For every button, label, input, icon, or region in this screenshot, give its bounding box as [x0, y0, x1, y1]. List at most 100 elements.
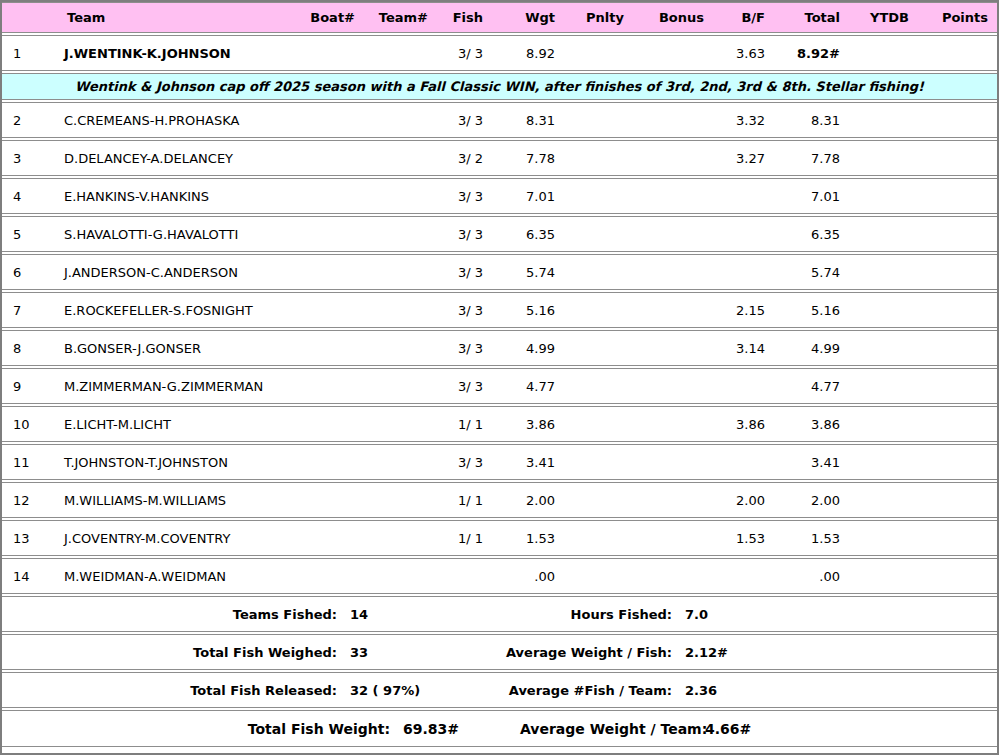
bf-cell: 3.27 [704, 151, 765, 166]
fish-cell: 3/ 3 [428, 227, 483, 242]
rank-cell: 7 [2, 303, 32, 318]
total-cell: 3.41 [765, 455, 840, 470]
wgt-cell: 2.00 [483, 493, 555, 508]
wgt-cell: .00 [483, 569, 555, 584]
bf-cell: 1.53 [704, 531, 765, 546]
total-cell: 7.01 [765, 189, 840, 204]
summary-label-label2-row4: Average Weight / Team: [520, 721, 692, 737]
bf-cell: 3.63 [704, 46, 765, 61]
team-cell: J.ANDERSON-C.ANDERSON [32, 265, 295, 280]
rank-cell: 2 [2, 113, 32, 128]
pnlty-column-header: Pnlty [555, 10, 624, 25]
team-row-5: 5S.HAVALOTTI-G.HAVALOTTI3/ 36.356.35 [2, 216, 997, 252]
summary-label-label1-row3: Total Fish Released: [2, 683, 337, 698]
team-row-1: 1J.WENTINK-K.JOHNSON3/ 38.923.638.92# [2, 35, 997, 71]
wgt-cell: 8.31 [483, 113, 555, 128]
fish-cell: 3/ 3 [428, 379, 483, 394]
summary-value-value2-row3: 2.36 [672, 683, 717, 698]
fish-cell: 3/ 3 [428, 189, 483, 204]
fish-cell: 3/ 3 [428, 455, 483, 470]
fish-cell: 1/ 1 [428, 493, 483, 508]
team-row-9: 9M.ZIMMERMAN-G.ZIMMERMAN3/ 34.774.77 [2, 368, 997, 404]
fish-column-header: Fish [428, 10, 483, 25]
fish-cell: 1/ 1 [428, 531, 483, 546]
wgt-cell: 7.01 [483, 189, 555, 204]
wgt-cell: 5.16 [483, 303, 555, 318]
summary-value-value1-row3: 32 ( 97%) [337, 683, 487, 698]
bf-column-header: B/F [704, 10, 765, 25]
team-cell: E.HANKINS-V.HANKINS [32, 189, 295, 204]
bf-cell: 3.32 [704, 113, 765, 128]
wgt-cell: 3.41 [483, 455, 555, 470]
summary-row-2: Total Fish Weighed:33Average Weight / Fi… [2, 634, 997, 670]
team-row-14: 14M.WEIDMAN-A.WEIDMAN .00 .00 [2, 558, 997, 594]
fish-cell: 1/ 1 [428, 417, 483, 432]
teamno-column-header: Team# [355, 10, 428, 25]
team-row-6: 6J.ANDERSON-C.ANDERSON3/ 35.745.74 [2, 254, 997, 290]
rank-cell: 12 [2, 493, 32, 508]
wgt-column-header: Wgt [483, 10, 555, 25]
bf-cell: 2.00 [704, 493, 765, 508]
fish-cell: 3/ 3 [428, 113, 483, 128]
team-cell: J.WENTINK-K.JOHNSON [32, 46, 295, 61]
total-cell: 4.99 [765, 341, 840, 356]
rank-cell: 8 [2, 341, 32, 356]
summary-value-value1-row4: 69.83# [390, 721, 520, 737]
rank-cell: 9 [2, 379, 32, 394]
total-cell: .00 [765, 569, 840, 584]
rank-cell: 13 [2, 531, 32, 546]
total-cell: 8.92# [765, 46, 840, 61]
summary-label-label2-row3: Average #Fish / Team: [487, 683, 672, 698]
summary-value-value2-row4: 4.66# [692, 721, 751, 737]
summary-label-label2-row1: Hours Fished: [487, 607, 672, 622]
team-row-11: 11T.JOHNSTON-T.JOHNSTON3/ 33.413.41 [2, 444, 997, 480]
rank-cell: 5 [2, 227, 32, 242]
summary-value-value1-row1: 14 [337, 607, 487, 622]
rank-cell: 6 [2, 265, 32, 280]
team-cell: D.DELANCEY-A.DELANCEY [32, 151, 295, 166]
team-cell: J.COVENTRY-M.COVENTRY [32, 531, 295, 546]
rank-cell: 1 [2, 46, 32, 61]
team-cell: M.WEIDMAN-A.WEIDMAN [32, 569, 295, 584]
summary-value-value1-row2: 33 [337, 645, 487, 660]
points-column-header: Points [909, 10, 988, 25]
team-row-3: 3D.DELANCEY-A.DELANCEY3/ 27.783.277.78 [2, 140, 997, 176]
results-board: TeamBoat#Team#FishWgtPnltyBonusB/FTotalY… [0, 0, 999, 755]
fish-cell: 3/ 3 [428, 265, 483, 280]
rank-cell: 3 [2, 151, 32, 166]
bf-cell: 2.15 [704, 303, 765, 318]
summary-section: Teams Fished:14Hours Fished:7.0 Total Fis… [2, 596, 997, 747]
total-cell: 2.00 [765, 493, 840, 508]
summary-value-value2-row1: 7.0 [672, 607, 708, 622]
fish-cell: 3/ 2 [428, 151, 483, 166]
wgt-cell: 5.74 [483, 265, 555, 280]
total-cell: 7.78 [765, 151, 840, 166]
team-row-12: 12M.WILLIAMS-M.WILLIAMS1/ 12.002.002.00 [2, 482, 997, 518]
summary-row-4: Total Fish Weight:69.83#Average Weight /… [2, 710, 997, 747]
summary-label-label2-row2: Average Weight / Fish: [487, 645, 672, 660]
fish-cell: 3/ 3 [428, 341, 483, 356]
wgt-cell: 3.86 [483, 417, 555, 432]
team-cell: M.WILLIAMS-M.WILLIAMS [32, 493, 295, 508]
rank-cell: 4 [2, 189, 32, 204]
total-cell: 5.74 [765, 265, 840, 280]
results-table: TeamBoat#Team#FishWgtPnltyBonusB/FTotalY… [2, 2, 997, 594]
team-cell: S.HAVALOTTI-G.HAVALOTTI [32, 227, 295, 242]
total-cell: 5.16 [765, 303, 840, 318]
total-cell: 3.86 [765, 417, 840, 432]
team-row-2: 2C.CREMEANS-H.PROHASKA3/ 38.313.328.31 [2, 102, 997, 138]
bf-cell: 3.14 [704, 341, 765, 356]
fish-cell: 3/ 3 [428, 46, 483, 61]
ytdb-column-header: YTDB [840, 10, 909, 25]
boat-column-header: Boat# [295, 10, 355, 25]
team-cell: C.CREMEANS-H.PROHASKA [32, 113, 295, 128]
wgt-cell: 7.78 [483, 151, 555, 166]
wgt-cell: 6.35 [483, 227, 555, 242]
rank-cell: 11 [2, 455, 32, 470]
summary-label-label1-row1: Teams Fished: [2, 607, 337, 622]
team-cell: M.ZIMMERMAN-G.ZIMMERMAN [32, 379, 295, 394]
total-cell: 1.53 [765, 531, 840, 546]
rank-cell: 14 [2, 569, 32, 584]
total-cell: 6.35 [765, 227, 840, 242]
wgt-cell: 1.53 [483, 531, 555, 546]
